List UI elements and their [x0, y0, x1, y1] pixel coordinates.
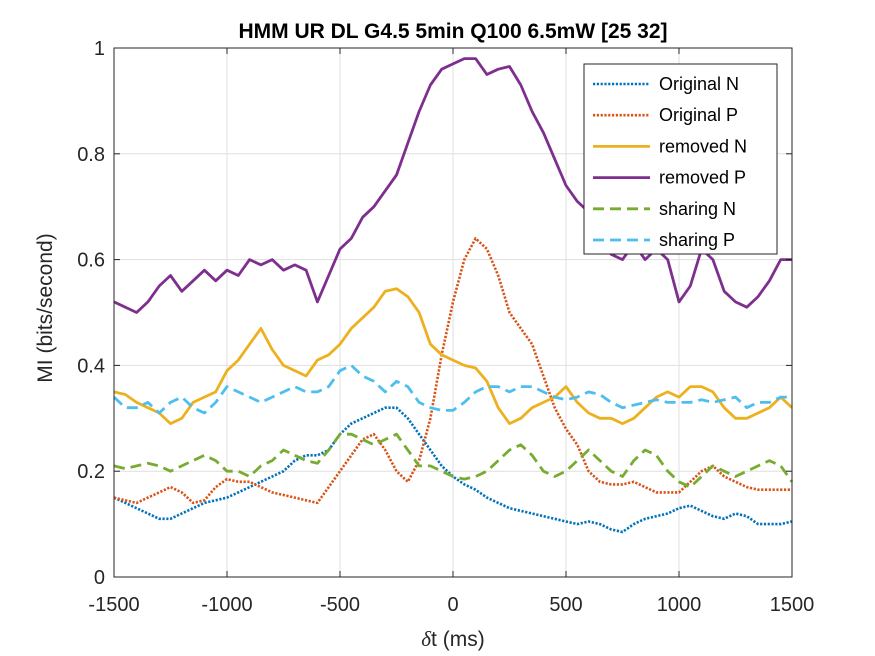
y-tick-labels: 0 0.2 0.4 0.6 0.8 1: [77, 38, 105, 589]
series-line-removed-n: [113, 287, 793, 426]
y-tick-label: 0.8: [77, 144, 105, 166]
x-axis-symbol: δ: [421, 627, 432, 651]
chart-title: HMM UR DL G4.5 5min Q100 6.5mW [25 32]: [238, 20, 667, 43]
y-axis-title: MI (bits/second): [34, 233, 57, 382]
y-tick-label: 0: [94, 567, 105, 589]
legend-label-sharing-n: sharing N: [659, 199, 736, 219]
legend-label-sharing-p: sharing P: [659, 230, 735, 250]
series-line-sharing-p: [113, 363, 792, 415]
legend: Original N Original P removed N removed P sh…: [583, 63, 778, 255]
x-tick-label: -1500: [88, 594, 139, 616]
series-line-sharing-n: [113, 432, 794, 489]
y-tick-label: 0.6: [77, 250, 105, 272]
legend-label-original-n: Original N: [659, 74, 739, 94]
legend-label-removed-n: removed N: [659, 136, 747, 156]
series-lines: [113, 57, 794, 534]
series-line-original-n: [113, 406, 793, 534]
x-tick-label: -1000: [201, 594, 252, 616]
y-tick-label: 0.2: [77, 461, 105, 483]
x-tick-labels: -1500 -1000 -500 0 500 1000 1500: [88, 594, 814, 616]
series-line-original-p: [113, 237, 792, 505]
y-tick-label: 0.4: [77, 355, 105, 377]
legend-items: Original N Original P removed N removed P sh…: [593, 74, 747, 250]
ticks: [113, 47, 793, 578]
x-tick-label: 1000: [657, 594, 702, 616]
x-axis-unit-label: t (ms): [431, 628, 485, 651]
legend-box: [583, 63, 778, 255]
x-tick-label: 500: [549, 594, 582, 616]
legend-label-original-p: Original P: [659, 105, 738, 125]
x-tick-label: -500: [320, 594, 360, 616]
x-tick-label: 0: [447, 594, 458, 616]
series-line-removed-p: [113, 57, 792, 314]
x-axis-title: δt (ms): [421, 627, 484, 651]
x-tick-label: 1500: [770, 594, 815, 616]
y-tick-label: 1: [94, 38, 105, 60]
legend-label-removed-p: removed P: [659, 168, 746, 188]
